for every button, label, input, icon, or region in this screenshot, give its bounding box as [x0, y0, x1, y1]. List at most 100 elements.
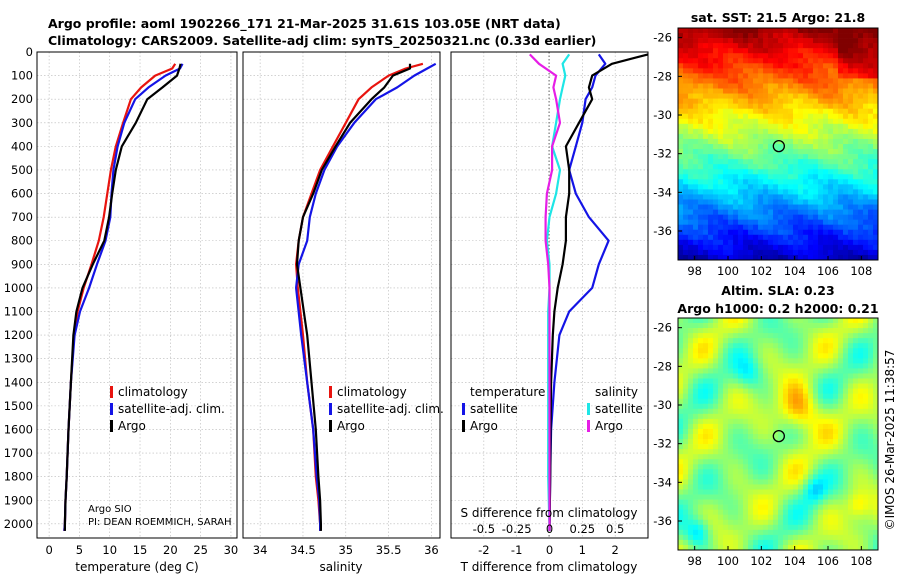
map-cell: [823, 209, 829, 215]
map-cell: [778, 113, 784, 120]
map-cell: [713, 224, 719, 231]
map-cell: [803, 539, 809, 546]
series-t-argo-diff: [548, 53, 649, 531]
sla-map-title-1: Altim. SLA: 0.23: [721, 283, 834, 298]
map-cell: [708, 504, 714, 510]
map-cell: [728, 133, 734, 140]
map-cell: [843, 484, 849, 490]
map-cell: [773, 514, 779, 521]
map-cell: [763, 219, 769, 226]
map-cell: [723, 184, 729, 190]
map-cell: [743, 383, 749, 389]
map-cell: [873, 509, 879, 516]
map-cell: [753, 408, 759, 415]
map-cell: [718, 504, 724, 510]
map-cell: [833, 169, 839, 175]
depth-tick-label: 1000: [4, 281, 33, 295]
map-cell: [843, 439, 849, 445]
map-cell: [678, 378, 684, 384]
map-cell: [703, 144, 709, 150]
map-cell: [698, 63, 704, 69]
map-cell: [828, 93, 834, 99]
map-cell: [718, 403, 724, 410]
map-cell: [868, 108, 874, 115]
map-cell: [803, 199, 809, 205]
map-cell: [788, 88, 794, 94]
map-cell: [793, 194, 799, 200]
map-cell: [873, 439, 879, 445]
map-cell: [693, 423, 699, 430]
map-cell: [868, 378, 874, 384]
map-cell: [823, 199, 829, 205]
map-cell: [838, 474, 844, 480]
map-cell: [783, 353, 789, 359]
map-cell: [753, 403, 759, 410]
map-cell: [818, 353, 824, 359]
map-cell: [688, 378, 694, 384]
map-cell: [813, 234, 819, 241]
map-cell: [793, 353, 799, 359]
map-cell: [863, 38, 869, 44]
map-cell: [723, 388, 729, 394]
map-cell: [783, 28, 789, 34]
map-cell: [753, 189, 759, 195]
map-cell: [873, 363, 879, 369]
map-cell: [788, 83, 794, 89]
map-cell: [848, 83, 854, 89]
map-cell: [853, 479, 859, 485]
legend-label-climatology: climatology: [118, 385, 188, 399]
map-cell: [688, 63, 694, 69]
map-cell: [833, 378, 839, 384]
map-cell: [768, 408, 774, 415]
map-cell: [828, 469, 834, 475]
map-cell: [708, 123, 714, 130]
map-cell: [688, 48, 694, 54]
map-cell: [828, 78, 834, 84]
map-cell: [743, 229, 749, 236]
map-cell: [753, 514, 759, 521]
map-cell: [698, 93, 704, 99]
map-cell: [833, 489, 839, 495]
map-cell: [868, 499, 874, 505]
map-cell: [718, 229, 724, 236]
map-cell: [818, 138, 824, 145]
map-cell: [848, 138, 854, 145]
map-cell: [773, 179, 779, 185]
map-cell: [868, 403, 874, 410]
map-cell: [763, 229, 769, 236]
map-cell: [718, 338, 724, 344]
map-cell: [703, 184, 709, 190]
map-cell: [743, 189, 749, 195]
map-cell: [818, 43, 824, 49]
map-cell: [763, 214, 769, 220]
map-cell: [858, 144, 864, 150]
map-cell: [783, 93, 789, 99]
map-cell: [733, 348, 739, 354]
map-cell: [808, 83, 814, 89]
map-cell: [713, 363, 719, 369]
map-cell: [838, 348, 844, 354]
map-cell: [838, 464, 844, 470]
map-cell: [783, 328, 789, 334]
map-cell: [698, 454, 704, 460]
map-cell: [793, 444, 799, 450]
legend-label-argo: Argo: [337, 419, 365, 433]
map-cell: [688, 524, 694, 531]
map-cell: [808, 509, 814, 516]
map-cell: [773, 474, 779, 480]
map-cell: [698, 88, 704, 94]
map-cell: [858, 464, 864, 470]
map-cell: [863, 454, 869, 460]
x-tick-label: 25: [193, 543, 208, 557]
map-cell: [753, 113, 759, 120]
map-cell: [838, 189, 844, 195]
map-cell: [778, 234, 784, 241]
map-cell: [823, 38, 829, 44]
map-cell: [688, 459, 694, 465]
map-cell: [803, 103, 809, 110]
map-cell: [728, 254, 734, 261]
map-cell: [688, 169, 694, 175]
map-cell: [853, 108, 859, 115]
map-cell: [848, 368, 854, 374]
map-cell: [773, 118, 779, 125]
